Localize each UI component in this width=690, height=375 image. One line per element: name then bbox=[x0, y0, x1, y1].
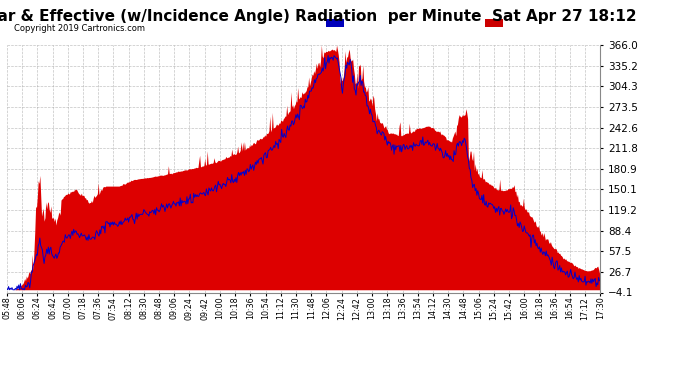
Text: Copyright 2019 Cartronics.com: Copyright 2019 Cartronics.com bbox=[14, 24, 145, 33]
Legend: Radiation (Effective w/m2), Radiation (w/m2): Radiation (Effective w/m2), Radiation (w… bbox=[324, 17, 595, 30]
Text: Solar & Effective (w/Incidence Angle) Radiation  per Minute  Sat Apr 27 18:12: Solar & Effective (w/Incidence Angle) Ra… bbox=[0, 9, 636, 24]
